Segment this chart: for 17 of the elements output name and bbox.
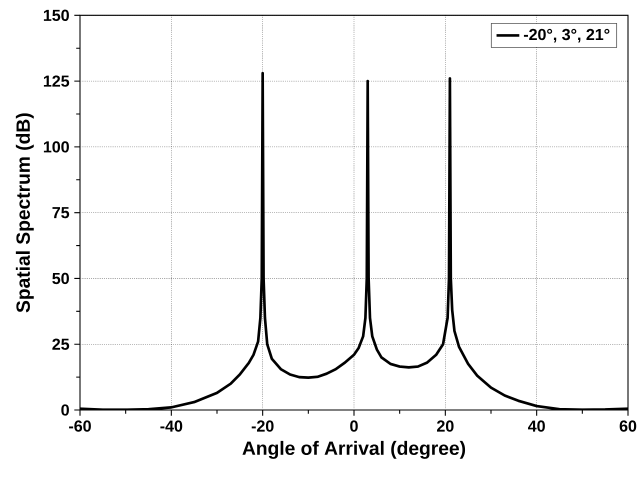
x-tick-label: 40 — [528, 420, 545, 432]
y-tick-label: 25 — [52, 338, 70, 350]
y-tick-label: 0 — [61, 404, 69, 416]
y-tick-label: 150 — [44, 10, 69, 21]
y-tick-label: 125 — [44, 75, 70, 87]
x-tick-label: -40 — [160, 420, 182, 432]
x-tick-label: 60 — [620, 420, 636, 432]
x-tick-label: -20 — [252, 420, 274, 432]
y-tick-label: 75 — [52, 207, 70, 218]
x-tick-label: -60 — [69, 420, 91, 432]
y-tick-label: 50 — [52, 272, 69, 284]
x-tick-label: 20 — [437, 420, 454, 432]
y-tick-label: 100 — [44, 141, 69, 153]
x-axis-title: Angle of Arrival (degree) — [242, 440, 466, 459]
legend-label: -20°, 3°, 21° — [524, 28, 610, 42]
y-axis-title: Spatial Spectrum (dB) — [16, 113, 34, 312]
x-tick-label: 0 — [350, 420, 358, 432]
